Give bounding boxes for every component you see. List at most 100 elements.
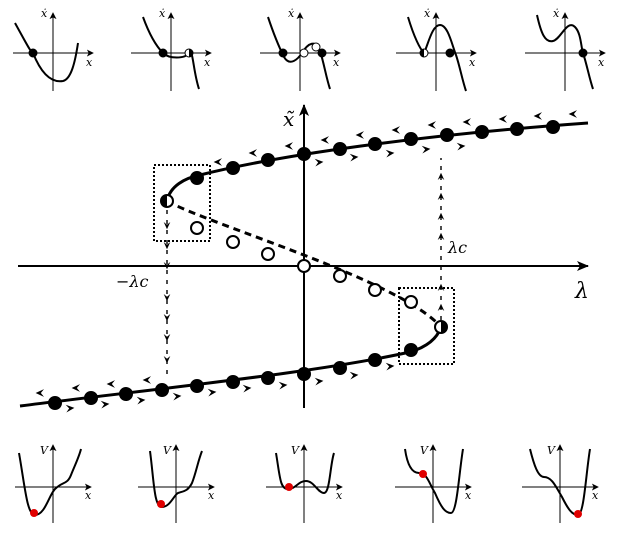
potential-5: V x (522, 444, 599, 523)
potential-y-label: V (420, 444, 429, 457)
bifurcation-diagram: x̃ λ λc −λc (18, 104, 589, 413)
phase-y-label: ẋ (159, 7, 166, 20)
flow-arrow (35, 389, 44, 397)
flow-arrow (163, 294, 171, 302)
saddle-node-box-right (398, 287, 455, 365)
phase-y-label: ẋ (424, 7, 431, 20)
unstable-point (190, 221, 204, 235)
flow-arrow (456, 142, 466, 151)
ball (157, 500, 165, 508)
flow-arrow (163, 356, 171, 364)
flow-arrow (568, 110, 577, 118)
stable-point (84, 391, 98, 405)
potential-2: V x (138, 444, 215, 523)
flow-arrow (437, 192, 445, 200)
stable-point (368, 137, 382, 151)
lower-stable-branch (19, 326, 443, 408)
lambda-c-label: λc (447, 238, 467, 257)
stable-point (475, 125, 489, 139)
unstable-point (311, 42, 321, 52)
saddle-node-point (434, 320, 448, 334)
flow-arrow (100, 400, 110, 409)
flow-arrow (314, 377, 324, 386)
phase-y-label: ẋ (288, 7, 295, 20)
potential-1: V x (15, 444, 92, 523)
flow-arrow (437, 232, 445, 240)
flow-arrow (136, 396, 146, 405)
flow-arrow (427, 121, 436, 129)
unstable-point (297, 259, 311, 273)
potential-x-label: x (336, 489, 343, 502)
phase-portrait-3: ẋ x (260, 7, 341, 91)
potential-y-label: V (547, 444, 556, 457)
flow-arrow (385, 362, 395, 371)
flow-arrow (172, 392, 182, 401)
stable-point (261, 153, 275, 167)
phase-x-label: x (598, 56, 605, 69)
saddle-node-box-left (153, 164, 211, 242)
ball (30, 509, 38, 517)
flow-arrow (349, 371, 359, 380)
stable-point (261, 371, 275, 385)
flow-arrow (314, 158, 324, 167)
potential-x-label: x (592, 489, 599, 502)
xtilde-axis-label: x̃ (283, 107, 295, 131)
phase-x-label: x (469, 56, 476, 69)
lambda-axis-label: λ (574, 279, 589, 304)
stable-point (155, 383, 169, 397)
flow-arrow (163, 222, 171, 230)
phase-x-label: x (86, 56, 93, 69)
potential-x-label: x (85, 489, 92, 502)
flow-arrow (207, 388, 217, 397)
unstable-point (261, 247, 275, 261)
stable-point (404, 132, 418, 146)
stable-point (578, 48, 588, 58)
phase-x-label: x (204, 56, 211, 69)
potential-x-label: x (465, 489, 472, 502)
saddle-node-point (160, 194, 174, 208)
neg-lambda-c-label: −λc (116, 272, 149, 291)
stable-point (28, 48, 38, 58)
stable-point (440, 128, 454, 142)
flow-arrow (248, 149, 257, 157)
flow-arrow (163, 262, 171, 270)
flow-arrow (278, 381, 288, 390)
potential-3: V x (266, 444, 343, 523)
flow-arrow (284, 142, 293, 150)
stable-point (190, 379, 204, 393)
potential-y-label: V (291, 444, 300, 457)
flow-arrow (355, 131, 364, 139)
stable-point (510, 122, 524, 136)
flow-arrow (437, 283, 445, 291)
flow-arrow (163, 314, 171, 322)
stable-point (368, 353, 382, 367)
ball (419, 470, 427, 478)
stable-point (297, 147, 311, 161)
stable-point (404, 343, 418, 357)
flow-arrow (65, 404, 75, 413)
stable-point (333, 142, 347, 156)
ball (574, 510, 582, 518)
flow-arrow (163, 334, 171, 342)
potential-4: V x (395, 444, 472, 523)
flow-arrow (437, 303, 445, 311)
flow-arrow (71, 384, 80, 392)
flow-arrow (142, 376, 151, 384)
unstable-point (404, 295, 418, 309)
fixed-points (48, 120, 560, 410)
stable-point (546, 120, 560, 134)
phase-x-label: x (333, 56, 340, 69)
flow-arrow (320, 136, 329, 144)
stable-point (445, 48, 455, 58)
flow-arrow (421, 145, 431, 154)
phase-portrait-5: ẋ x (525, 7, 606, 91)
stable-point (226, 375, 240, 389)
flow-arrow (391, 126, 400, 134)
stable-point (278, 48, 288, 58)
flow-arrow (437, 172, 445, 180)
flow-arrow (533, 112, 542, 120)
unstable-point (299, 48, 309, 58)
stable-point (333, 361, 347, 375)
phase-y-label: ẋ (41, 7, 48, 20)
